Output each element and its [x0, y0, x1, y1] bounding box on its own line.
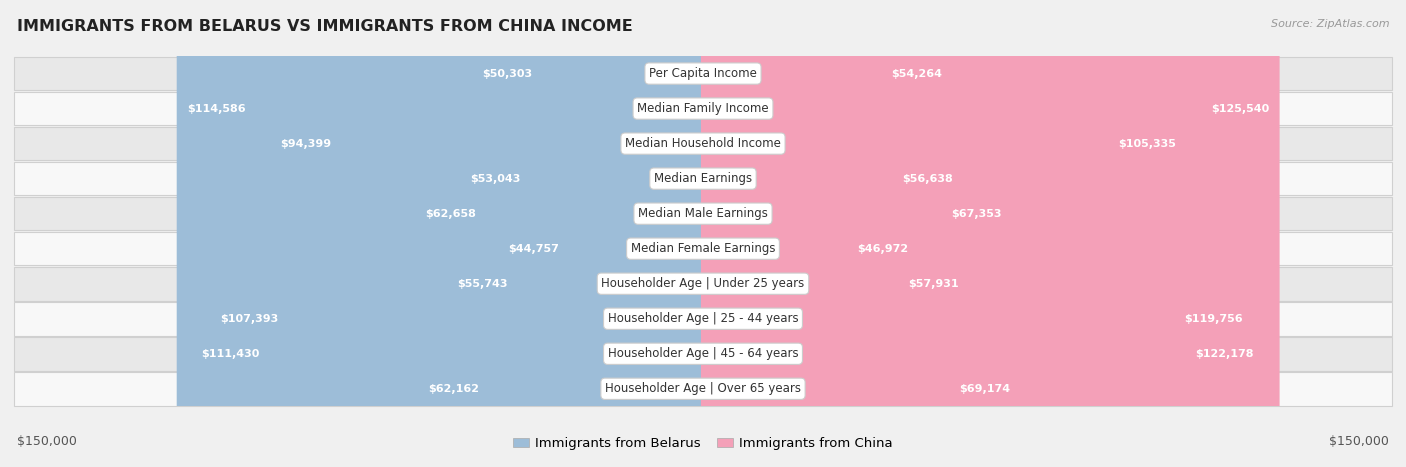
Text: $62,658: $62,658: [426, 209, 477, 219]
Text: $122,178: $122,178: [1195, 349, 1254, 359]
Text: $54,264: $54,264: [891, 69, 942, 78]
Text: Householder Age | Under 25 years: Householder Age | Under 25 years: [602, 277, 804, 290]
FancyBboxPatch shape: [702, 0, 1253, 467]
Bar: [14, 372, 1392, 405]
FancyBboxPatch shape: [702, 0, 1021, 467]
Text: $46,972: $46,972: [858, 244, 908, 254]
Text: $150,000: $150,000: [1329, 435, 1389, 448]
Text: Median Earnings: Median Earnings: [654, 172, 752, 185]
Text: $57,931: $57,931: [908, 279, 959, 289]
Text: Householder Age | 25 - 44 years: Householder Age | 25 - 44 years: [607, 312, 799, 325]
FancyBboxPatch shape: [702, 0, 1187, 467]
FancyBboxPatch shape: [702, 0, 1012, 467]
Text: $94,399: $94,399: [280, 139, 330, 149]
Text: $53,043: $53,043: [470, 174, 520, 184]
Text: $125,540: $125,540: [1211, 104, 1270, 113]
FancyBboxPatch shape: [447, 0, 704, 467]
Text: Median Male Earnings: Median Male Earnings: [638, 207, 768, 220]
Text: $111,430: $111,430: [201, 349, 260, 359]
Text: Median Female Earnings: Median Female Earnings: [631, 242, 775, 255]
FancyBboxPatch shape: [191, 0, 704, 467]
FancyBboxPatch shape: [209, 0, 704, 467]
Text: Median Family Income: Median Family Income: [637, 102, 769, 115]
FancyBboxPatch shape: [702, 0, 1264, 467]
Text: $114,586: $114,586: [187, 104, 246, 113]
Text: $150,000: $150,000: [17, 435, 77, 448]
Text: $50,303: $50,303: [482, 69, 533, 78]
FancyBboxPatch shape: [702, 0, 1279, 467]
Text: $69,174: $69,174: [959, 384, 1011, 394]
FancyBboxPatch shape: [498, 0, 704, 467]
Text: $107,393: $107,393: [221, 314, 278, 324]
Bar: [14, 232, 1392, 265]
Legend: Immigrants from Belarus, Immigrants from China: Immigrants from Belarus, Immigrants from…: [508, 432, 898, 456]
FancyBboxPatch shape: [418, 0, 704, 467]
Text: Source: ZipAtlas.com: Source: ZipAtlas.com: [1271, 19, 1389, 28]
Bar: [14, 127, 1392, 160]
FancyBboxPatch shape: [415, 0, 704, 467]
Text: $44,757: $44,757: [508, 244, 558, 254]
FancyBboxPatch shape: [460, 0, 704, 467]
FancyBboxPatch shape: [702, 0, 952, 467]
Text: Householder Age | 45 - 64 years: Householder Age | 45 - 64 years: [607, 347, 799, 360]
Text: $67,353: $67,353: [952, 209, 1002, 219]
FancyBboxPatch shape: [702, 0, 918, 467]
FancyBboxPatch shape: [472, 0, 704, 467]
Text: IMMIGRANTS FROM BELARUS VS IMMIGRANTS FROM CHINA INCOME: IMMIGRANTS FROM BELARUS VS IMMIGRANTS FR…: [17, 19, 633, 34]
Bar: [14, 92, 1392, 125]
Bar: [14, 162, 1392, 195]
Text: Householder Age | Over 65 years: Householder Age | Over 65 years: [605, 382, 801, 395]
Text: $105,335: $105,335: [1119, 139, 1177, 149]
Bar: [14, 267, 1392, 301]
Text: $55,743: $55,743: [457, 279, 508, 289]
Text: $62,162: $62,162: [427, 384, 479, 394]
FancyBboxPatch shape: [702, 0, 969, 467]
Text: $56,638: $56,638: [903, 174, 953, 184]
FancyBboxPatch shape: [702, 0, 963, 467]
Text: Median Household Income: Median Household Income: [626, 137, 780, 150]
Bar: [14, 337, 1392, 371]
Bar: [14, 302, 1392, 335]
Text: Per Capita Income: Per Capita Income: [650, 67, 756, 80]
FancyBboxPatch shape: [270, 0, 704, 467]
Bar: [14, 57, 1392, 91]
Bar: [14, 197, 1392, 230]
FancyBboxPatch shape: [177, 0, 704, 467]
Text: $119,756: $119,756: [1184, 314, 1243, 324]
